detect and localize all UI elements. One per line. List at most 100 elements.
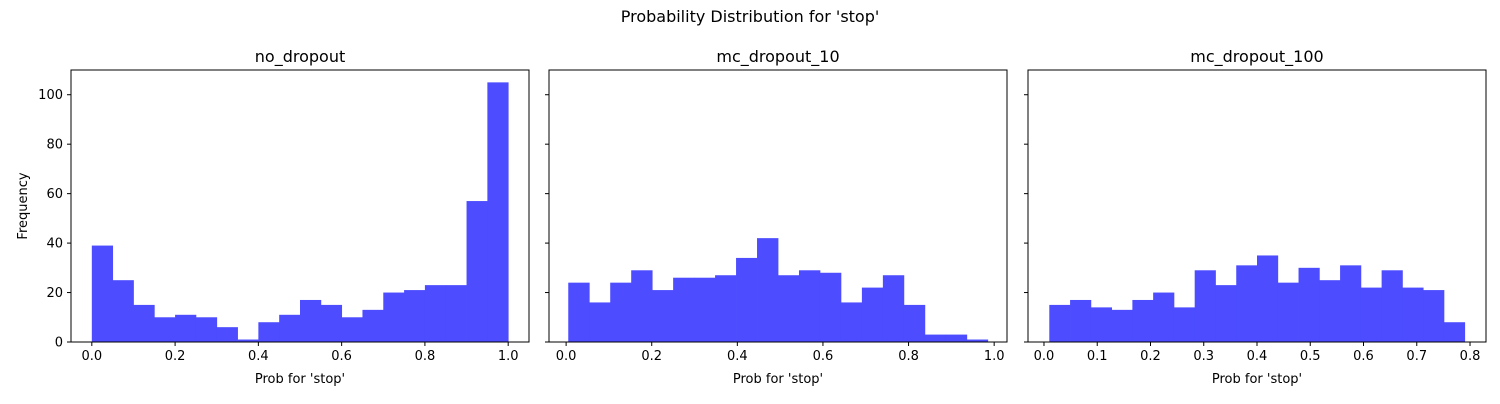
histogram-bar bbox=[1257, 255, 1279, 342]
histogram-bar bbox=[1340, 265, 1362, 342]
histogram-bar bbox=[882, 275, 905, 342]
histogram-bar bbox=[924, 334, 947, 342]
x-tick-label: 0.7 bbox=[1406, 349, 1427, 364]
subplot-title: mc_dropout_10 bbox=[716, 47, 839, 67]
x-tick-label: 0.2 bbox=[641, 349, 662, 364]
histogram-bar bbox=[466, 201, 488, 342]
histogram-bar bbox=[320, 304, 343, 342]
histogram-bar bbox=[1194, 270, 1216, 342]
x-axis-label: Prob for 'stop' bbox=[255, 372, 345, 387]
subplot-title: no_dropout bbox=[255, 47, 345, 67]
histogram-bar bbox=[778, 275, 800, 342]
x-axis-label: Prob for 'stop' bbox=[1212, 372, 1302, 387]
subplot-mc-dropout-10: 0.0 0.2 0.4 0.6 0.8 1.0 mc_dropout_10 Prob for … bbox=[545, 47, 1008, 387]
x-tick-label: 0.6 bbox=[1353, 349, 1374, 364]
histogram-bar bbox=[1049, 304, 1071, 342]
histogram-bar bbox=[1215, 285, 1237, 342]
histogram-bar bbox=[300, 299, 322, 342]
histogram-bar bbox=[1173, 307, 1196, 342]
histogram-bar bbox=[903, 304, 926, 342]
histogram-bar bbox=[237, 339, 259, 342]
histogram-bar bbox=[445, 285, 467, 342]
x-tick-label: 0.3 bbox=[1193, 349, 1214, 364]
histogram-bar bbox=[195, 317, 218, 342]
x-tick-label: 0.6 bbox=[813, 349, 834, 364]
y-tick-label: 40 bbox=[46, 237, 63, 252]
x-tick-label: 0.2 bbox=[1140, 349, 1161, 364]
histogram-bar bbox=[589, 302, 611, 342]
histogram-bar bbox=[673, 277, 695, 342]
y-tick-label: 60 bbox=[46, 187, 63, 202]
histogram-bar bbox=[1111, 309, 1133, 342]
x-tick-label: 0.8 bbox=[898, 349, 919, 364]
histogram-bar bbox=[568, 282, 590, 342]
histogram-bar bbox=[1423, 290, 1445, 342]
x-tick-label: 0.4 bbox=[248, 349, 269, 364]
histogram-bar bbox=[175, 314, 197, 342]
histogram-bar bbox=[404, 290, 426, 342]
histogram-bar bbox=[861, 287, 884, 342]
x-axis-label: Prob for 'stop' bbox=[733, 372, 823, 387]
histogram-bar bbox=[1277, 282, 1299, 342]
histogram-bar bbox=[610, 282, 632, 342]
histogram-bar bbox=[694, 277, 716, 342]
x-tick-label: 0.2 bbox=[165, 349, 186, 364]
histogram-bar bbox=[1381, 270, 1403, 342]
x-tick-label: 0.0 bbox=[556, 349, 577, 364]
y-tick-label: 100 bbox=[38, 88, 63, 103]
histogram-bar bbox=[279, 314, 301, 342]
histogram-bar bbox=[1443, 322, 1466, 342]
subplot-title: mc_dropout_100 bbox=[1190, 47, 1323, 67]
x-tick-label: 0.1 bbox=[1087, 349, 1108, 364]
histogram-bar bbox=[840, 302, 863, 342]
x-tick-label: 0.0 bbox=[81, 349, 102, 364]
y-tick-label: 0 bbox=[55, 336, 63, 351]
axes-frame bbox=[548, 69, 1008, 343]
histogram-bar bbox=[154, 317, 176, 342]
histogram-bar bbox=[216, 327, 238, 342]
x-tick-label: 0.6 bbox=[331, 349, 352, 364]
subplot-no-dropout: 0.0 0.2 0.4 0.6 0.8 1.0 0 20 40 60 80 100 no_dropout… bbox=[16, 47, 530, 387]
histogram-bar bbox=[1153, 292, 1175, 342]
x-tick-label: 0.8 bbox=[1460, 349, 1481, 364]
histogram-bar bbox=[383, 292, 405, 342]
histogram-bar bbox=[757, 238, 779, 342]
x-tick-label: 1.0 bbox=[984, 349, 1005, 364]
histogram-bar bbox=[966, 339, 989, 342]
histogram-bar bbox=[112, 280, 134, 342]
histogram-bar bbox=[715, 275, 737, 342]
y-axis-label: Frequency bbox=[16, 172, 31, 239]
histogram-bar bbox=[652, 290, 674, 342]
histogram-bar bbox=[424, 285, 447, 342]
histogram-bar bbox=[258, 322, 280, 342]
histogram-bar bbox=[736, 257, 758, 342]
histogram-bar bbox=[487, 82, 509, 342]
x-tick-label: 0.8 bbox=[415, 349, 436, 364]
x-tick-label: 0.4 bbox=[1247, 349, 1268, 364]
histogram-bar bbox=[133, 304, 155, 342]
figure-title: Probability Distribution for 'stop' bbox=[621, 7, 880, 26]
histogram-bar bbox=[819, 272, 842, 342]
histogram-bar bbox=[1360, 287, 1383, 342]
histogram-bar bbox=[1070, 299, 1092, 342]
y-tick-label: 80 bbox=[46, 138, 63, 153]
histogram-bar bbox=[341, 317, 363, 342]
histogram-bar bbox=[1298, 267, 1320, 342]
x-tick-label: 0.0 bbox=[1034, 349, 1055, 364]
axes-frame bbox=[70, 69, 530, 343]
histogram-bar bbox=[798, 270, 821, 342]
histogram-bar bbox=[631, 270, 653, 342]
histogram-bar bbox=[945, 334, 968, 342]
histogram-bar bbox=[91, 245, 114, 342]
histogram-bar bbox=[1132, 299, 1154, 342]
histogram-bar bbox=[1319, 280, 1341, 342]
histogram-bar bbox=[362, 309, 384, 342]
subplot-mc-dropout-100: 0.0 0.1 0.2 0.3 0.4 0.5 0.6 0.7 0.8 mc_dropout_10… bbox=[1024, 47, 1487, 387]
histogram-bar bbox=[1236, 265, 1258, 342]
x-tick-label: 0.5 bbox=[1300, 349, 1321, 364]
y-tick-label: 20 bbox=[46, 286, 63, 301]
x-tick-label: 0.4 bbox=[727, 349, 748, 364]
histogram-bar bbox=[1090, 307, 1113, 342]
